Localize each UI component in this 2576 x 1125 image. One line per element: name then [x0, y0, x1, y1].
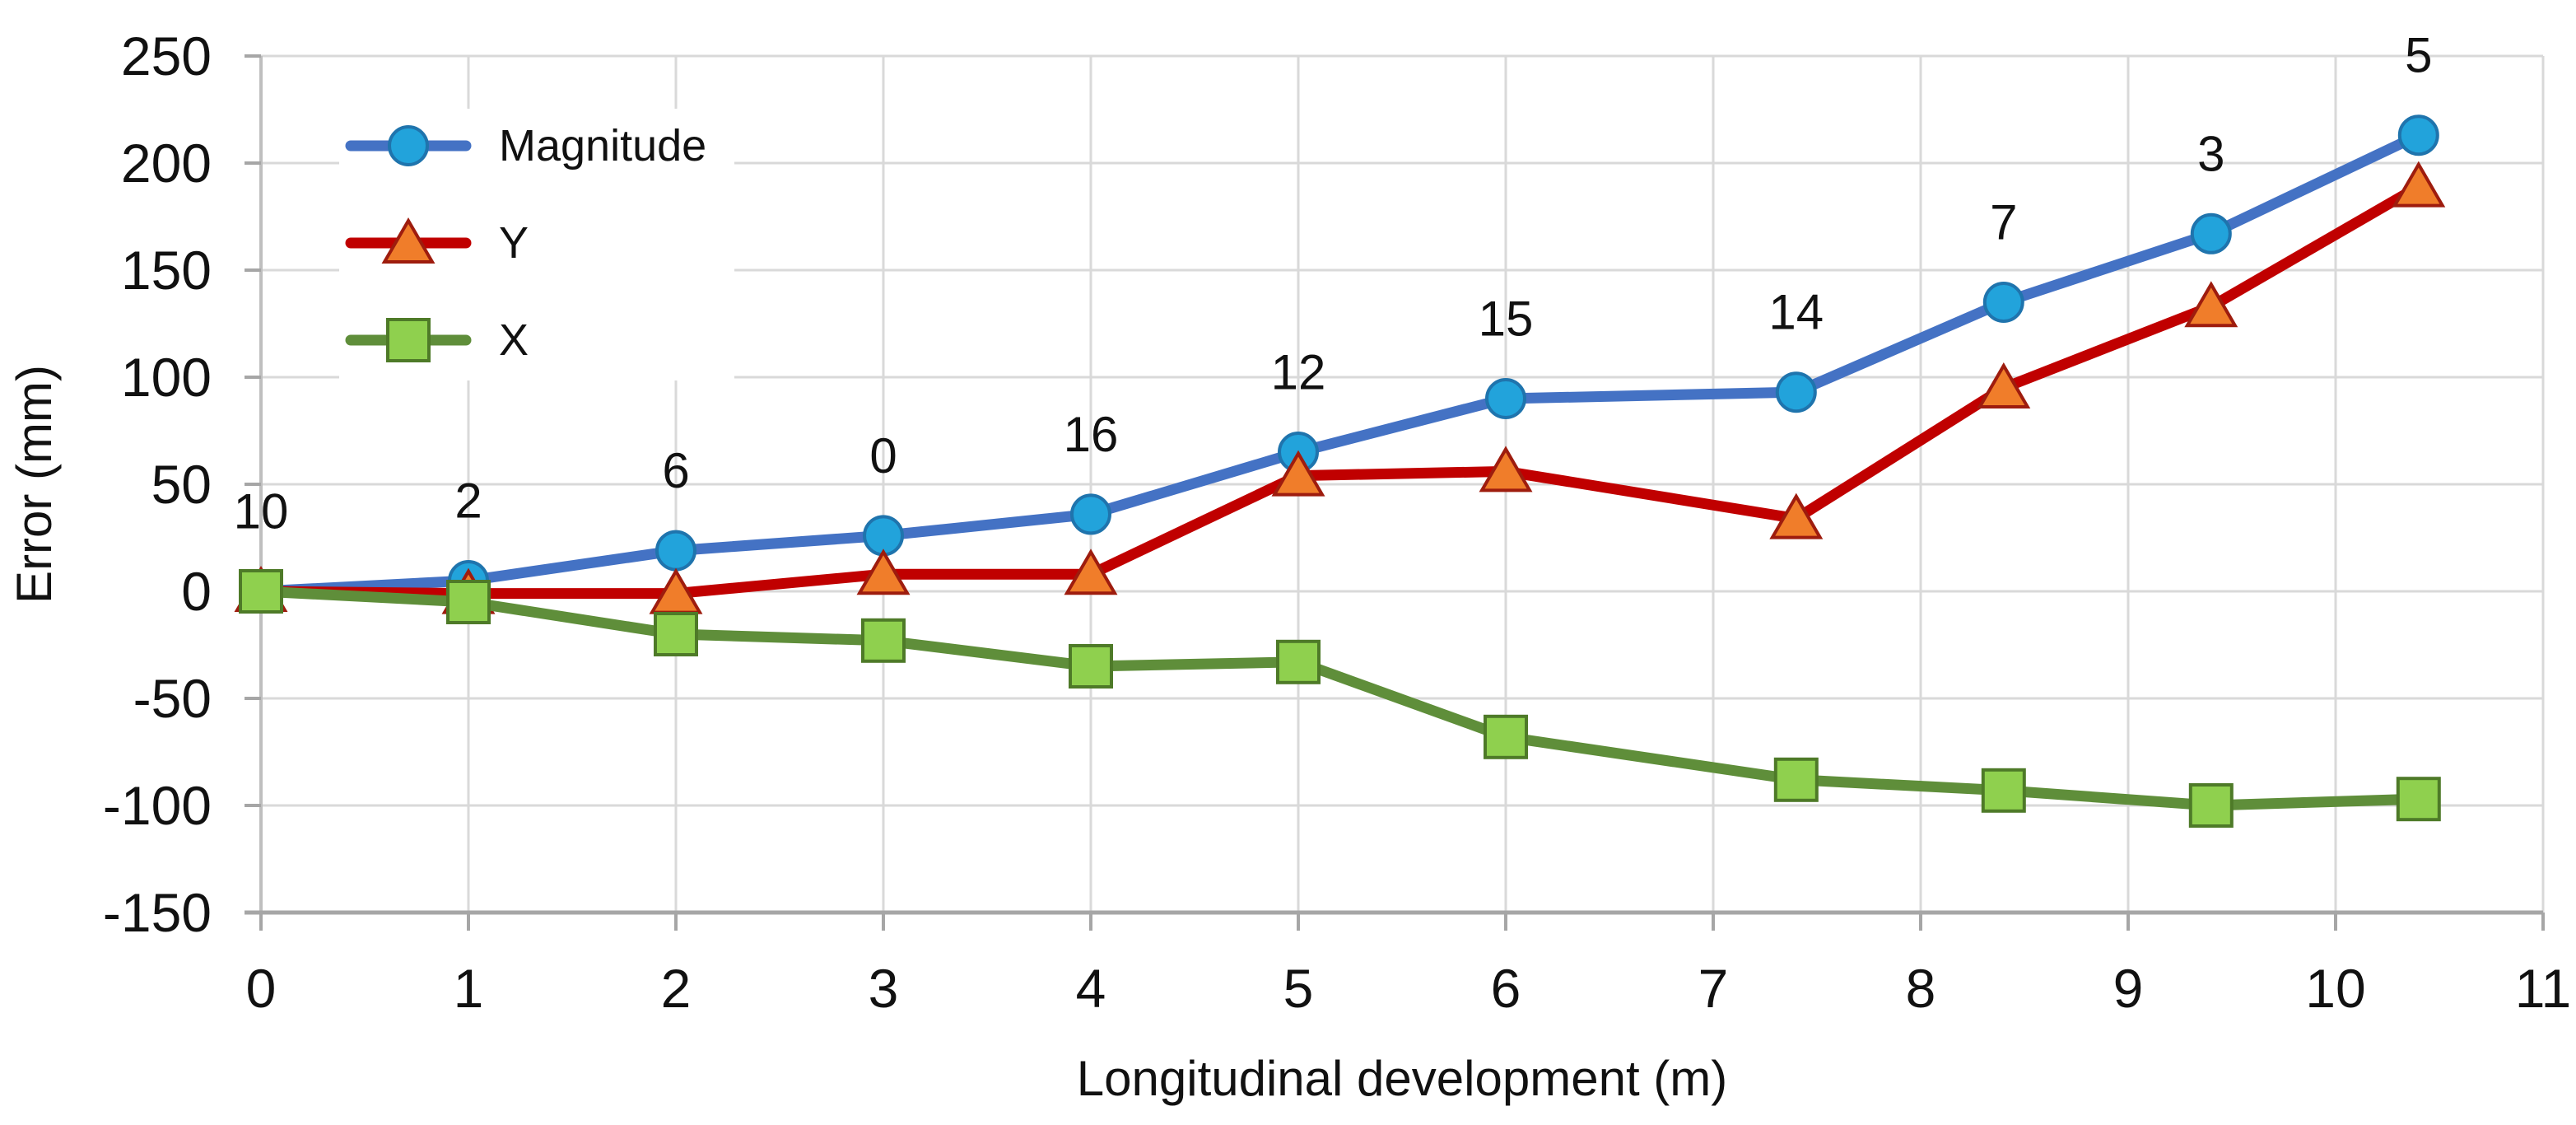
legend-item-magnitude[interactable]: Magnitude [345, 121, 706, 170]
y-tick-label: -150 [103, 882, 212, 943]
square-marker [861, 618, 906, 663]
square-marker [2396, 777, 2441, 822]
data-label: 3 [2197, 126, 2224, 181]
circle-marker [655, 530, 696, 572]
square-marker [1484, 714, 1528, 759]
data-label: 10 [234, 484, 289, 539]
data-label-layer: 10 2 6 0 16 12 15 14 7 3 5 [234, 28, 2433, 539]
triangle-marker [381, 217, 436, 264]
circle-marker [1070, 493, 1111, 535]
series-layer [234, 114, 2446, 828]
y-tick-label: 100 [121, 347, 212, 408]
square-marker [1773, 757, 1819, 802]
square-marker [2188, 783, 2234, 828]
square-marker [1981, 768, 2026, 813]
legend-label: X [499, 315, 529, 365]
x-tick-label: 10 [2305, 958, 2365, 1019]
legend: Magnitude YX [339, 109, 734, 380]
y-tick-label: 150 [121, 240, 212, 301]
triangle-marker [2392, 161, 2446, 208]
x-tick-label: 5 [1283, 958, 1314, 1019]
data-label: 7 [1990, 195, 2017, 250]
series-x [239, 569, 2441, 828]
circle-marker [1775, 371, 1817, 413]
triangle-marker [1271, 450, 1325, 497]
square-marker [446, 580, 491, 624]
data-label: 16 [1064, 407, 1119, 462]
triangle-marker [856, 548, 911, 595]
square-marker [1069, 644, 1113, 689]
triangle-marker [1064, 548, 1118, 595]
circle-marker [2397, 114, 2439, 156]
x-tick-label: 8 [1906, 958, 1936, 1019]
circle-marker [2190, 212, 2232, 254]
y-tick-label: -50 [133, 668, 212, 729]
data-label: 6 [662, 443, 689, 498]
x-tick-label: 1 [454, 958, 484, 1019]
legend-item-x[interactable]: X [345, 315, 529, 365]
x-tick-label: 0 [246, 958, 277, 1019]
x-tick-label: 9 [2113, 958, 2144, 1019]
axis-layer [245, 54, 2545, 931]
triangle-marker [1977, 362, 2031, 408]
x-tick-label: 3 [869, 958, 899, 1019]
circle-marker [388, 125, 429, 166]
legend-label: Magnitude [499, 121, 706, 170]
triangle-marker [2184, 281, 2238, 328]
x-tick-label: 7 [1698, 958, 1729, 1019]
y-tick-label: 200 [121, 133, 212, 194]
square-marker [1276, 639, 1321, 684]
data-label: 15 [1479, 292, 1534, 347]
circle-marker [1485, 378, 1526, 419]
y-tick-label: 0 [181, 561, 212, 622]
data-label: 5 [2405, 28, 2432, 83]
x-tick-label: 4 [1076, 958, 1106, 1019]
square-marker [239, 569, 283, 614]
square-marker [386, 318, 431, 362]
data-label: 14 [1768, 285, 1824, 340]
x-tick-label: 2 [661, 958, 692, 1019]
y-tick-label: 50 [151, 454, 212, 515]
x-axis-title: Longitudinal development (m) [1077, 1051, 1727, 1106]
legend-item-y[interactable]: Y [345, 217, 529, 268]
triangle-marker [1479, 446, 1533, 492]
data-label: 0 [869, 428, 897, 483]
legend-label: Y [499, 218, 529, 268]
triangle-marker [1769, 492, 1824, 539]
x-tick-label: 11 [2515, 958, 2572, 1019]
x-tick-label: 6 [1491, 958, 1521, 1019]
y-tick-label: 250 [121, 26, 212, 86]
y-axis-title: Error (mm) [7, 365, 62, 604]
square-marker [654, 612, 698, 656]
data-label: 12 [1271, 345, 1326, 400]
y-tick-label: -100 [103, 775, 212, 836]
circle-marker [1982, 282, 2024, 323]
data-label: 2 [454, 474, 482, 529]
series-y [234, 161, 2446, 614]
